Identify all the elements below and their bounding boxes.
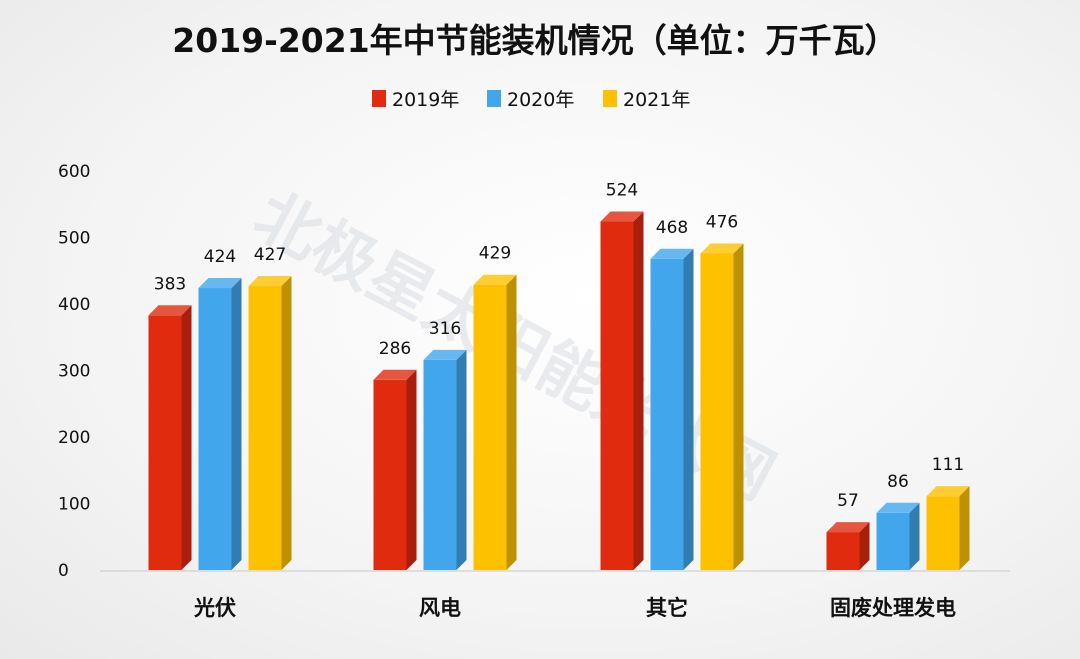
bar: 476: [700, 212, 744, 570]
bar-front: [650, 258, 684, 570]
bar: 427: [248, 245, 292, 570]
chart-title: 2019-2021年中节能装机情况（单位：万千瓦）: [172, 21, 897, 60]
y-tick-label: 600: [58, 162, 90, 182]
y-tick-label: 0: [58, 561, 69, 581]
legend: 2019年 2020年 2021年: [372, 89, 690, 111]
bar-side: [633, 211, 644, 571]
bar-top: [373, 369, 417, 380]
bar: 468: [650, 218, 694, 570]
data-label: 111: [932, 455, 964, 475]
y-tick-label: 400: [58, 295, 90, 315]
bar-front: [600, 221, 634, 571]
bar: 524: [600, 181, 644, 571]
x-axis: 光伏 风电 其它 固废处理发电: [193, 596, 956, 620]
bar: 86: [876, 472, 920, 570]
bar: 429: [473, 244, 517, 570]
data-label: 427: [254, 245, 286, 265]
bar-front: [198, 288, 232, 570]
bar-front: [926, 496, 960, 570]
legend-label-2: 2020年: [507, 89, 574, 111]
bar: 383: [148, 274, 192, 570]
data-label: 468: [656, 218, 688, 238]
legend-label-1: 2019年: [392, 89, 459, 111]
bar-front: [876, 512, 910, 570]
bar-front: [473, 284, 507, 570]
bar: 111: [926, 455, 970, 570]
bar-top: [876, 502, 920, 513]
bar-top: [826, 522, 870, 533]
bar-side: [456, 349, 467, 570]
bar: 286: [373, 339, 417, 570]
legend-label-3: 2021年: [623, 89, 690, 111]
bar-front: [248, 286, 282, 570]
legend-swatch-2: [487, 90, 501, 107]
bar-side: [683, 248, 694, 570]
bar-side: [506, 274, 517, 570]
bar-side: [733, 243, 744, 570]
bar-side: [181, 305, 192, 570]
y-axis: 0 100 200 300 400 500 600: [58, 162, 1010, 581]
bar-top: [198, 278, 242, 289]
y-tick-label: 500: [58, 229, 90, 249]
bar-top: [473, 274, 517, 285]
y-tick-label: 300: [58, 362, 90, 382]
bar: 316: [423, 319, 467, 570]
data-label: 424: [204, 247, 236, 267]
bar-front: [700, 253, 734, 570]
y-tick-label: 200: [58, 428, 90, 448]
legend-swatch-1: [372, 90, 386, 107]
bar-front: [826, 532, 860, 570]
bar-top: [248, 276, 292, 287]
y-tick-label: 100: [58, 495, 90, 515]
bar-top: [926, 486, 970, 497]
bar-top: [700, 243, 744, 254]
data-label: 524: [606, 181, 638, 201]
data-label: 316: [429, 319, 461, 339]
data-label: 286: [379, 339, 411, 359]
bar-top: [600, 211, 644, 222]
bar-side: [231, 278, 242, 570]
bar-top: [423, 349, 467, 360]
data-label: 476: [706, 212, 738, 232]
bars-group: 383 424 427 286 316 429 524 468 476 57 86 111: [148, 181, 970, 571]
category-label: 其它: [646, 596, 688, 620]
bar-side: [406, 369, 417, 570]
data-label: 57: [837, 491, 859, 511]
bar-side: [281, 276, 292, 570]
category-label: 光伏: [193, 596, 236, 620]
bar: 57: [826, 491, 870, 570]
bar-front: [373, 379, 407, 570]
bar-top: [148, 305, 192, 316]
legend-swatch-3: [603, 90, 617, 107]
data-label: 383: [154, 274, 186, 294]
bar-front: [148, 315, 182, 570]
category-label: 风电: [419, 596, 461, 620]
bar-side: [959, 486, 970, 570]
bar-top: [650, 248, 694, 259]
data-label: 86: [887, 472, 909, 492]
bar-side: [909, 502, 920, 570]
bar: 424: [198, 247, 242, 570]
bar-front: [423, 359, 457, 570]
bar-side: [859, 522, 870, 570]
data-label: 429: [479, 244, 511, 264]
category-label: 固废处理发电: [830, 596, 956, 620]
